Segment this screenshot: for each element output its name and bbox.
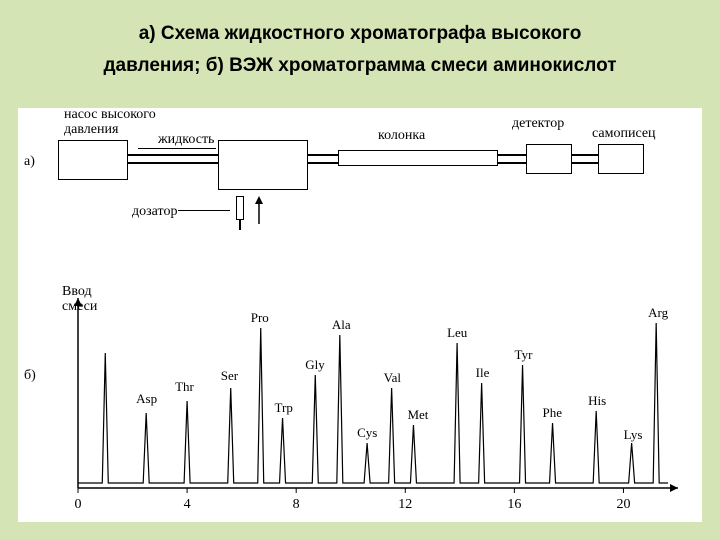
slide-title: а) Схема жидкостного хроматографа высоко…: [0, 0, 720, 83]
pump-box: [218, 140, 308, 190]
peak-label-met: Met: [407, 407, 428, 422]
conn-reservoir-pump-2: [128, 162, 218, 164]
peak-label-ser: Ser: [221, 368, 239, 383]
column-box: [338, 150, 498, 166]
svg-text:20: 20: [616, 497, 630, 512]
conn-column-detector: [498, 154, 526, 156]
conn-detector-recorder: [572, 154, 598, 156]
chromatogram-svg: 0 4 8 12 16 20 Asp Thr Ser Pro Trp Gly Ala Cys Val Met L…: [18, 258, 702, 518]
peak-label-val: Val: [384, 370, 402, 385]
peak-label-trp: Trp: [275, 400, 293, 415]
svg-text:12: 12: [398, 497, 412, 512]
svg-text:8: 8: [293, 497, 300, 512]
peak-label-arg: Arg: [648, 305, 668, 320]
injector-syringe: [236, 196, 244, 220]
title-line-1: а) Схема жидкостного хроматографа высоко…: [139, 23, 582, 44]
peak-label-tyr: Tyr: [515, 347, 534, 362]
svg-text:4: 4: [184, 497, 191, 512]
reservoir-box: [58, 140, 128, 180]
peak-label-gly: Gly: [305, 357, 325, 372]
peak-label-ala: Ala: [332, 317, 351, 332]
title-line-2: давления; б) ВЭЖ хроматограмма смеси ами…: [103, 55, 616, 76]
column-label: колонка: [378, 128, 425, 144]
figure-area: а) насос высокогодавления жидкость дозат…: [18, 108, 702, 522]
liquid-underline: [138, 148, 216, 149]
peak-label-phe: Phe: [543, 405, 563, 420]
injector-arrow-up: [252, 196, 266, 226]
conn-column-detector-2: [498, 162, 526, 164]
svg-text:0: 0: [75, 497, 82, 512]
injector-label: дозатор: [132, 204, 177, 220]
peak-label-pro: Pro: [251, 310, 269, 325]
conn-reservoir-pump: [128, 154, 218, 156]
recorder-box: [598, 144, 644, 174]
recorder-label: самописец: [592, 126, 656, 142]
schematic-panel: а) насос высокогодавления жидкость дозат…: [18, 108, 702, 248]
peak-label-asp: Asp: [136, 391, 157, 406]
peak-label-his: His: [588, 393, 606, 408]
peak-label-cys: Cys: [357, 425, 377, 440]
peak-label-thr: Thr: [175, 379, 194, 394]
conn-pump-column-2: [308, 162, 338, 164]
detector-label: детектор: [512, 116, 564, 132]
conn-detector-recorder-2: [572, 162, 598, 164]
liquid-label: жидкость: [158, 132, 214, 148]
peak-label-lys: Lys: [624, 427, 643, 442]
svg-text:16: 16: [507, 497, 521, 512]
peak-label-ile: Ile: [476, 365, 490, 380]
peak-label-leu: Leu: [447, 325, 468, 340]
injector-arrow: [178, 210, 230, 211]
detector-box: [526, 144, 572, 174]
chromatogram-panel: б) Вводсмеси 048121620AspThrSerProTrpGly…: [18, 258, 702, 518]
conn-pump-column: [308, 154, 338, 156]
injector-needle: [239, 220, 241, 230]
pump-label: насос высокогодавления: [64, 107, 156, 138]
panel-a-label: а): [24, 154, 35, 170]
